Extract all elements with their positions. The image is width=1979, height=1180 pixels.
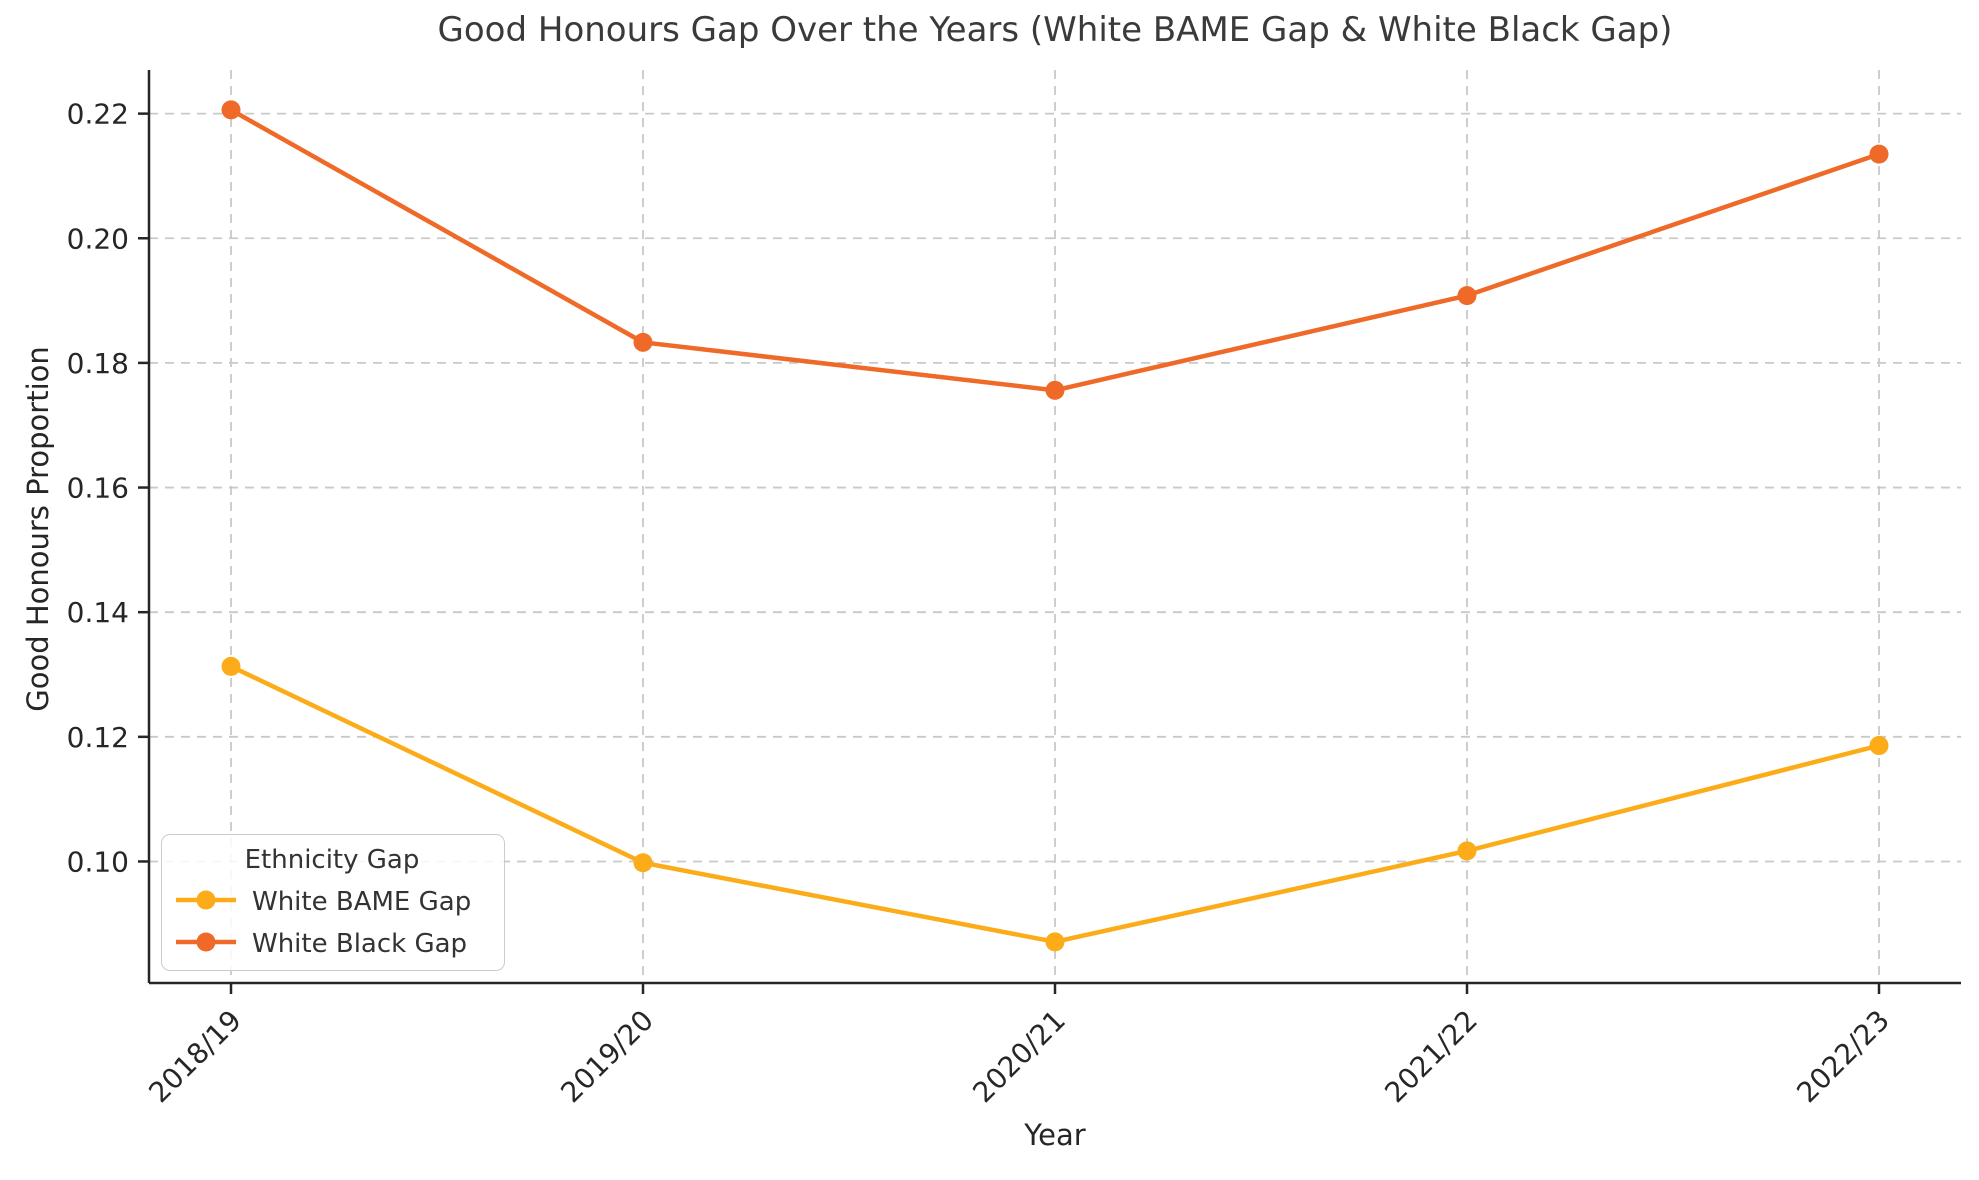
legend: Ethnicity Gap White BAME Gap White Black… (161, 834, 505, 971)
y-tick-label: 0.22 (67, 98, 129, 131)
chart-title: Good Honours Gap Over the Years (White B… (437, 10, 1673, 50)
data-point-marker (221, 656, 241, 676)
y-tick-label: 0.16 (67, 472, 129, 505)
data-point-marker (1045, 932, 1065, 952)
data-point-marker (1869, 144, 1889, 164)
x-tick-label: 2021/22 (1378, 1004, 1484, 1110)
legend-line-marker-icon (174, 931, 238, 957)
y-tick-label: 0.14 (67, 596, 129, 629)
x-tick-label: 2018/19 (142, 1004, 248, 1110)
data-point-marker (1457, 841, 1477, 861)
data-point-marker (633, 332, 653, 352)
x-tick-label: 2022/23 (1790, 1004, 1896, 1110)
legend-item-white-bame-gap: White BAME Gap (174, 884, 490, 920)
data-point-marker (221, 100, 241, 120)
x-tick-label: 2019/20 (554, 1004, 660, 1110)
data-point-marker (633, 853, 653, 873)
y-tick-label: 0.18 (67, 347, 129, 380)
data-point-marker (1045, 380, 1065, 400)
y-axis-label: Good Honours Proportion (21, 346, 55, 712)
x-tick-label: 2020/21 (966, 1004, 1072, 1110)
x-axis-label: Year (1024, 1118, 1086, 1152)
y-tick-label: 0.12 (67, 721, 129, 754)
legend-item-white-black-gap: White Black Gap (174, 926, 490, 962)
legend-title: Ethnicity Gap (244, 845, 420, 875)
legend-label: White BAME Gap (252, 886, 472, 917)
legend-label: White Black Gap (252, 929, 468, 959)
y-tick-label: 0.10 (67, 845, 129, 878)
data-point-marker (1869, 736, 1889, 756)
data-point-marker (1457, 286, 1477, 306)
legend-line-marker-icon (174, 889, 238, 915)
y-tick-label: 0.20 (67, 222, 129, 255)
